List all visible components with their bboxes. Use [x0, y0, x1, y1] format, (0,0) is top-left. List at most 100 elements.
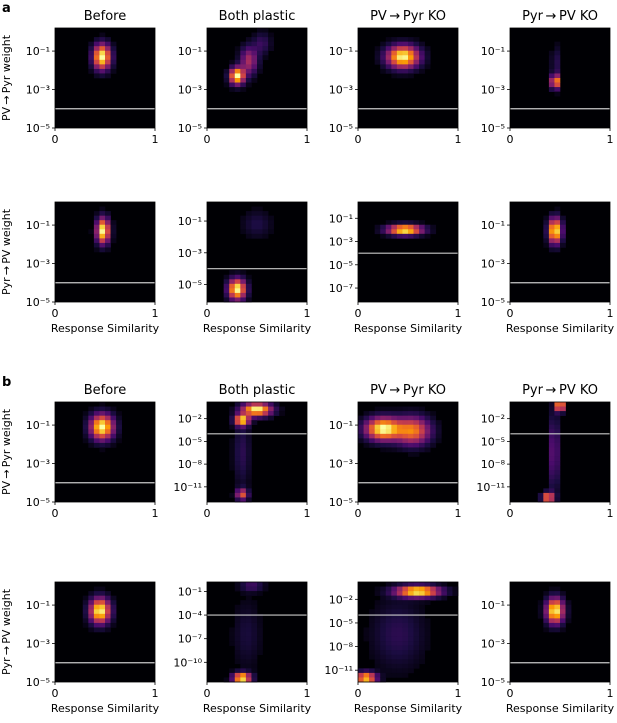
- heatmap-cell: [402, 609, 409, 615]
- heatmap-cell: [363, 636, 370, 642]
- heatmap-cell: [548, 87, 555, 92]
- heatmap-cell: [424, 600, 431, 606]
- heatmap-cell: [229, 461, 236, 466]
- heatmap-cell: [268, 32, 274, 38]
- heatmap-cell: [408, 55, 414, 61]
- heatmap-cell: [391, 59, 398, 65]
- heatmap-cell: [105, 627, 111, 633]
- heatmap-cell: [548, 470, 555, 476]
- heatmap-cell: [268, 229, 274, 235]
- heatmap-cell: [234, 438, 241, 444]
- heatmap-cell: [413, 582, 420, 587]
- heatmap-cell: [262, 415, 269, 421]
- heatmap-cell: [105, 622, 111, 628]
- x-axis-label: Response Similarity: [51, 322, 160, 335]
- heatmap-cell: [413, 609, 420, 615]
- heatmap-cell: [99, 220, 106, 226]
- heatmap-cell: [413, 645, 420, 651]
- plot-background: [358, 202, 458, 302]
- heatmap-cell: [262, 41, 269, 47]
- heatmap-cell: [223, 78, 230, 83]
- heatmap-cell: [548, 424, 555, 430]
- heatmap-cell: [229, 87, 236, 92]
- heatmap-cell: [369, 636, 375, 642]
- heatmap-cell: [554, 87, 561, 92]
- heatmap-cell: [105, 595, 111, 601]
- y-tick-label: 10⁻⁵: [26, 122, 50, 135]
- heatmap-cell: [396, 636, 403, 642]
- heatmap-cell: [257, 215, 263, 221]
- heatmap-cell: [380, 618, 387, 624]
- heatmap-cell: [229, 447, 236, 453]
- heatmap-cell: [93, 609, 100, 615]
- heatmap-cell: [380, 415, 387, 421]
- heatmap-cell: [385, 613, 392, 619]
- heatmap-cell: [413, 41, 420, 47]
- heatmap-cell: [262, 402, 269, 407]
- heatmap-cell: [548, 447, 555, 453]
- heatmap-cell: [229, 283, 236, 289]
- heatmap-cell: [413, 46, 420, 52]
- heatmap-cell: [229, 632, 236, 637]
- heatmap-cell: [88, 609, 95, 615]
- heatmap-cell: [424, 447, 431, 453]
- heatmap-cell: [396, 429, 403, 435]
- heatmap-cell: [234, 636, 241, 642]
- heatmap-cell: [413, 595, 420, 601]
- heatmap-cell: [554, 238, 561, 244]
- heatmap-cell: [110, 68, 117, 74]
- heatmap-cell: [257, 68, 263, 74]
- y-axis-label: Pyr → PV weight: [0, 588, 13, 675]
- heatmap-cell: [251, 32, 258, 38]
- heatmap-cell: [110, 64, 117, 70]
- heatmap-cell: [543, 618, 550, 624]
- axes-frame: [206, 401, 308, 503]
- heatmap-cell: [565, 613, 572, 619]
- heatmap-cell: [262, 224, 269, 230]
- heatmap-cell: [245, 211, 252, 216]
- heatmap-cell: [110, 46, 117, 52]
- heatmap-cell: [402, 659, 409, 665]
- heatmap-cell: [240, 613, 247, 619]
- heatmap-cell: [408, 46, 414, 52]
- y-tick-label: 10⁻¹: [26, 419, 50, 432]
- heatmap-cell: [560, 224, 566, 230]
- heatmap-cell: [430, 420, 437, 426]
- heatmap-cell: [240, 600, 247, 606]
- heatmap-cell: [93, 224, 100, 230]
- heatmap-cell: [419, 650, 425, 656]
- heatmap-cell: [424, 636, 431, 642]
- heatmap-cell: [245, 46, 252, 52]
- heatmap-cell: [245, 470, 252, 476]
- heatmap-cell: [105, 420, 111, 426]
- heatmap-cell: [402, 68, 409, 74]
- y-tick-label: 10⁻³: [178, 84, 202, 97]
- heatmap-cell: [240, 456, 247, 462]
- heatmap-cell: [554, 618, 561, 624]
- heatmap-cell: [234, 55, 241, 61]
- heatmap-cell: [380, 233, 387, 239]
- heatmap-cell: [234, 452, 241, 457]
- axes-frame: [357, 201, 459, 303]
- heatmap-cell: [245, 456, 252, 462]
- heatmap-cell: [548, 609, 555, 615]
- heatmap-cell: [363, 420, 370, 426]
- heatmap-cell: [402, 433, 409, 439]
- heatmap-cell: [385, 429, 392, 435]
- heatmap-cell: [240, 274, 247, 280]
- heatmap-cell: [234, 586, 241, 592]
- heatmap-cell: [396, 220, 403, 226]
- heatmap-cell: [257, 402, 263, 407]
- heatmap-cell: [245, 438, 252, 444]
- heatmap-cell: [385, 415, 392, 421]
- heatmap-cell: [262, 220, 269, 226]
- heatmap-cell: [543, 220, 550, 226]
- heatmap-cell: [413, 636, 420, 642]
- heatmap-cell: [543, 622, 550, 628]
- heatmap-cell: [396, 420, 403, 426]
- heatmap-cell: [240, 438, 247, 444]
- heatmap-cell: [402, 668, 409, 674]
- heatmap-cell: [240, 82, 247, 88]
- heatmap-cell: [251, 50, 258, 56]
- heatmap-cell: [402, 672, 409, 678]
